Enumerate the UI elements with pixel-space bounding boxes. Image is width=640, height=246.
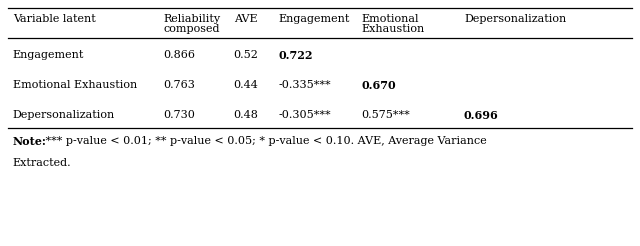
- Text: 0.44: 0.44: [234, 80, 259, 90]
- Text: Engagement: Engagement: [278, 14, 350, 24]
- Text: *** p-value < 0.01; ** p-value < 0.05; * p-value < 0.10. AVE, Average Variance: *** p-value < 0.01; ** p-value < 0.05; *…: [42, 136, 486, 146]
- Text: Extracted.: Extracted.: [13, 158, 72, 168]
- Text: 0.52: 0.52: [234, 50, 259, 60]
- Text: Engagement: Engagement: [13, 50, 84, 60]
- Text: Depersonalization: Depersonalization: [13, 110, 115, 120]
- Text: 0.48: 0.48: [234, 110, 259, 120]
- Text: AVE: AVE: [234, 14, 257, 24]
- Text: 0.696: 0.696: [464, 110, 499, 121]
- Text: 0.866: 0.866: [163, 50, 195, 60]
- Text: Emotional Exhaustion: Emotional Exhaustion: [13, 80, 137, 90]
- Text: Variable latent: Variable latent: [13, 14, 95, 24]
- Text: 0.722: 0.722: [278, 50, 313, 61]
- Text: -0.305***: -0.305***: [278, 110, 331, 120]
- Text: Emotional: Emotional: [362, 14, 419, 24]
- Text: Reliability: Reliability: [163, 14, 220, 24]
- Text: 0.575***: 0.575***: [362, 110, 410, 120]
- Text: Exhaustion: Exhaustion: [362, 24, 425, 34]
- Text: 0.730: 0.730: [163, 110, 195, 120]
- Text: composed: composed: [163, 24, 220, 34]
- Text: 0.763: 0.763: [163, 80, 195, 90]
- Text: 0.670: 0.670: [362, 80, 396, 91]
- Text: Depersonalization: Depersonalization: [464, 14, 566, 24]
- Text: Note:: Note:: [13, 136, 47, 147]
- Text: -0.335***: -0.335***: [278, 80, 331, 90]
